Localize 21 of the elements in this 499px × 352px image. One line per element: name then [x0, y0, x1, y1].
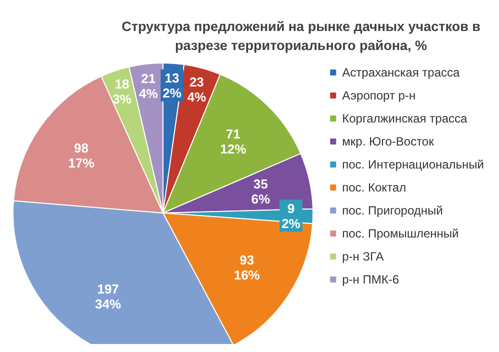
data-label: 13 2%: [162, 70, 182, 100]
data-label: 197 34%: [95, 282, 122, 312]
data-label: 35 6%: [251, 176, 270, 206]
chart-title: Структура предложений на рынке дачных участков в разрезе территориального района, %: [122, 19, 480, 53]
legend-label: пос. Пригородный: [342, 204, 443, 218]
legend-label: р-н ПМК-6: [342, 272, 400, 286]
legend-label: пос. Интернациональный: [342, 158, 484, 172]
legend-label: р-н ЗГА: [342, 250, 384, 264]
data-label: 18 3%: [112, 76, 132, 107]
data-label: 9 2%: [282, 200, 301, 231]
data-label: 23 4%: [187, 74, 207, 105]
legend-label: Коргалжинская трасса: [342, 112, 468, 126]
legend-label: пос. Промышленный: [342, 226, 459, 240]
data-label: 71 12%: [220, 126, 247, 157]
data-label: 21 4%: [139, 70, 158, 101]
data-label: 98 17%: [68, 140, 95, 170]
legend-label: Астраханская трасса: [342, 66, 460, 80]
legend-label: мкр. Юго-Восток: [342, 134, 435, 148]
legend-label: пос. Коктал: [342, 180, 406, 194]
legend-label: Аэропорт р-н: [342, 88, 416, 102]
data-label: 93 16%: [234, 252, 260, 282]
